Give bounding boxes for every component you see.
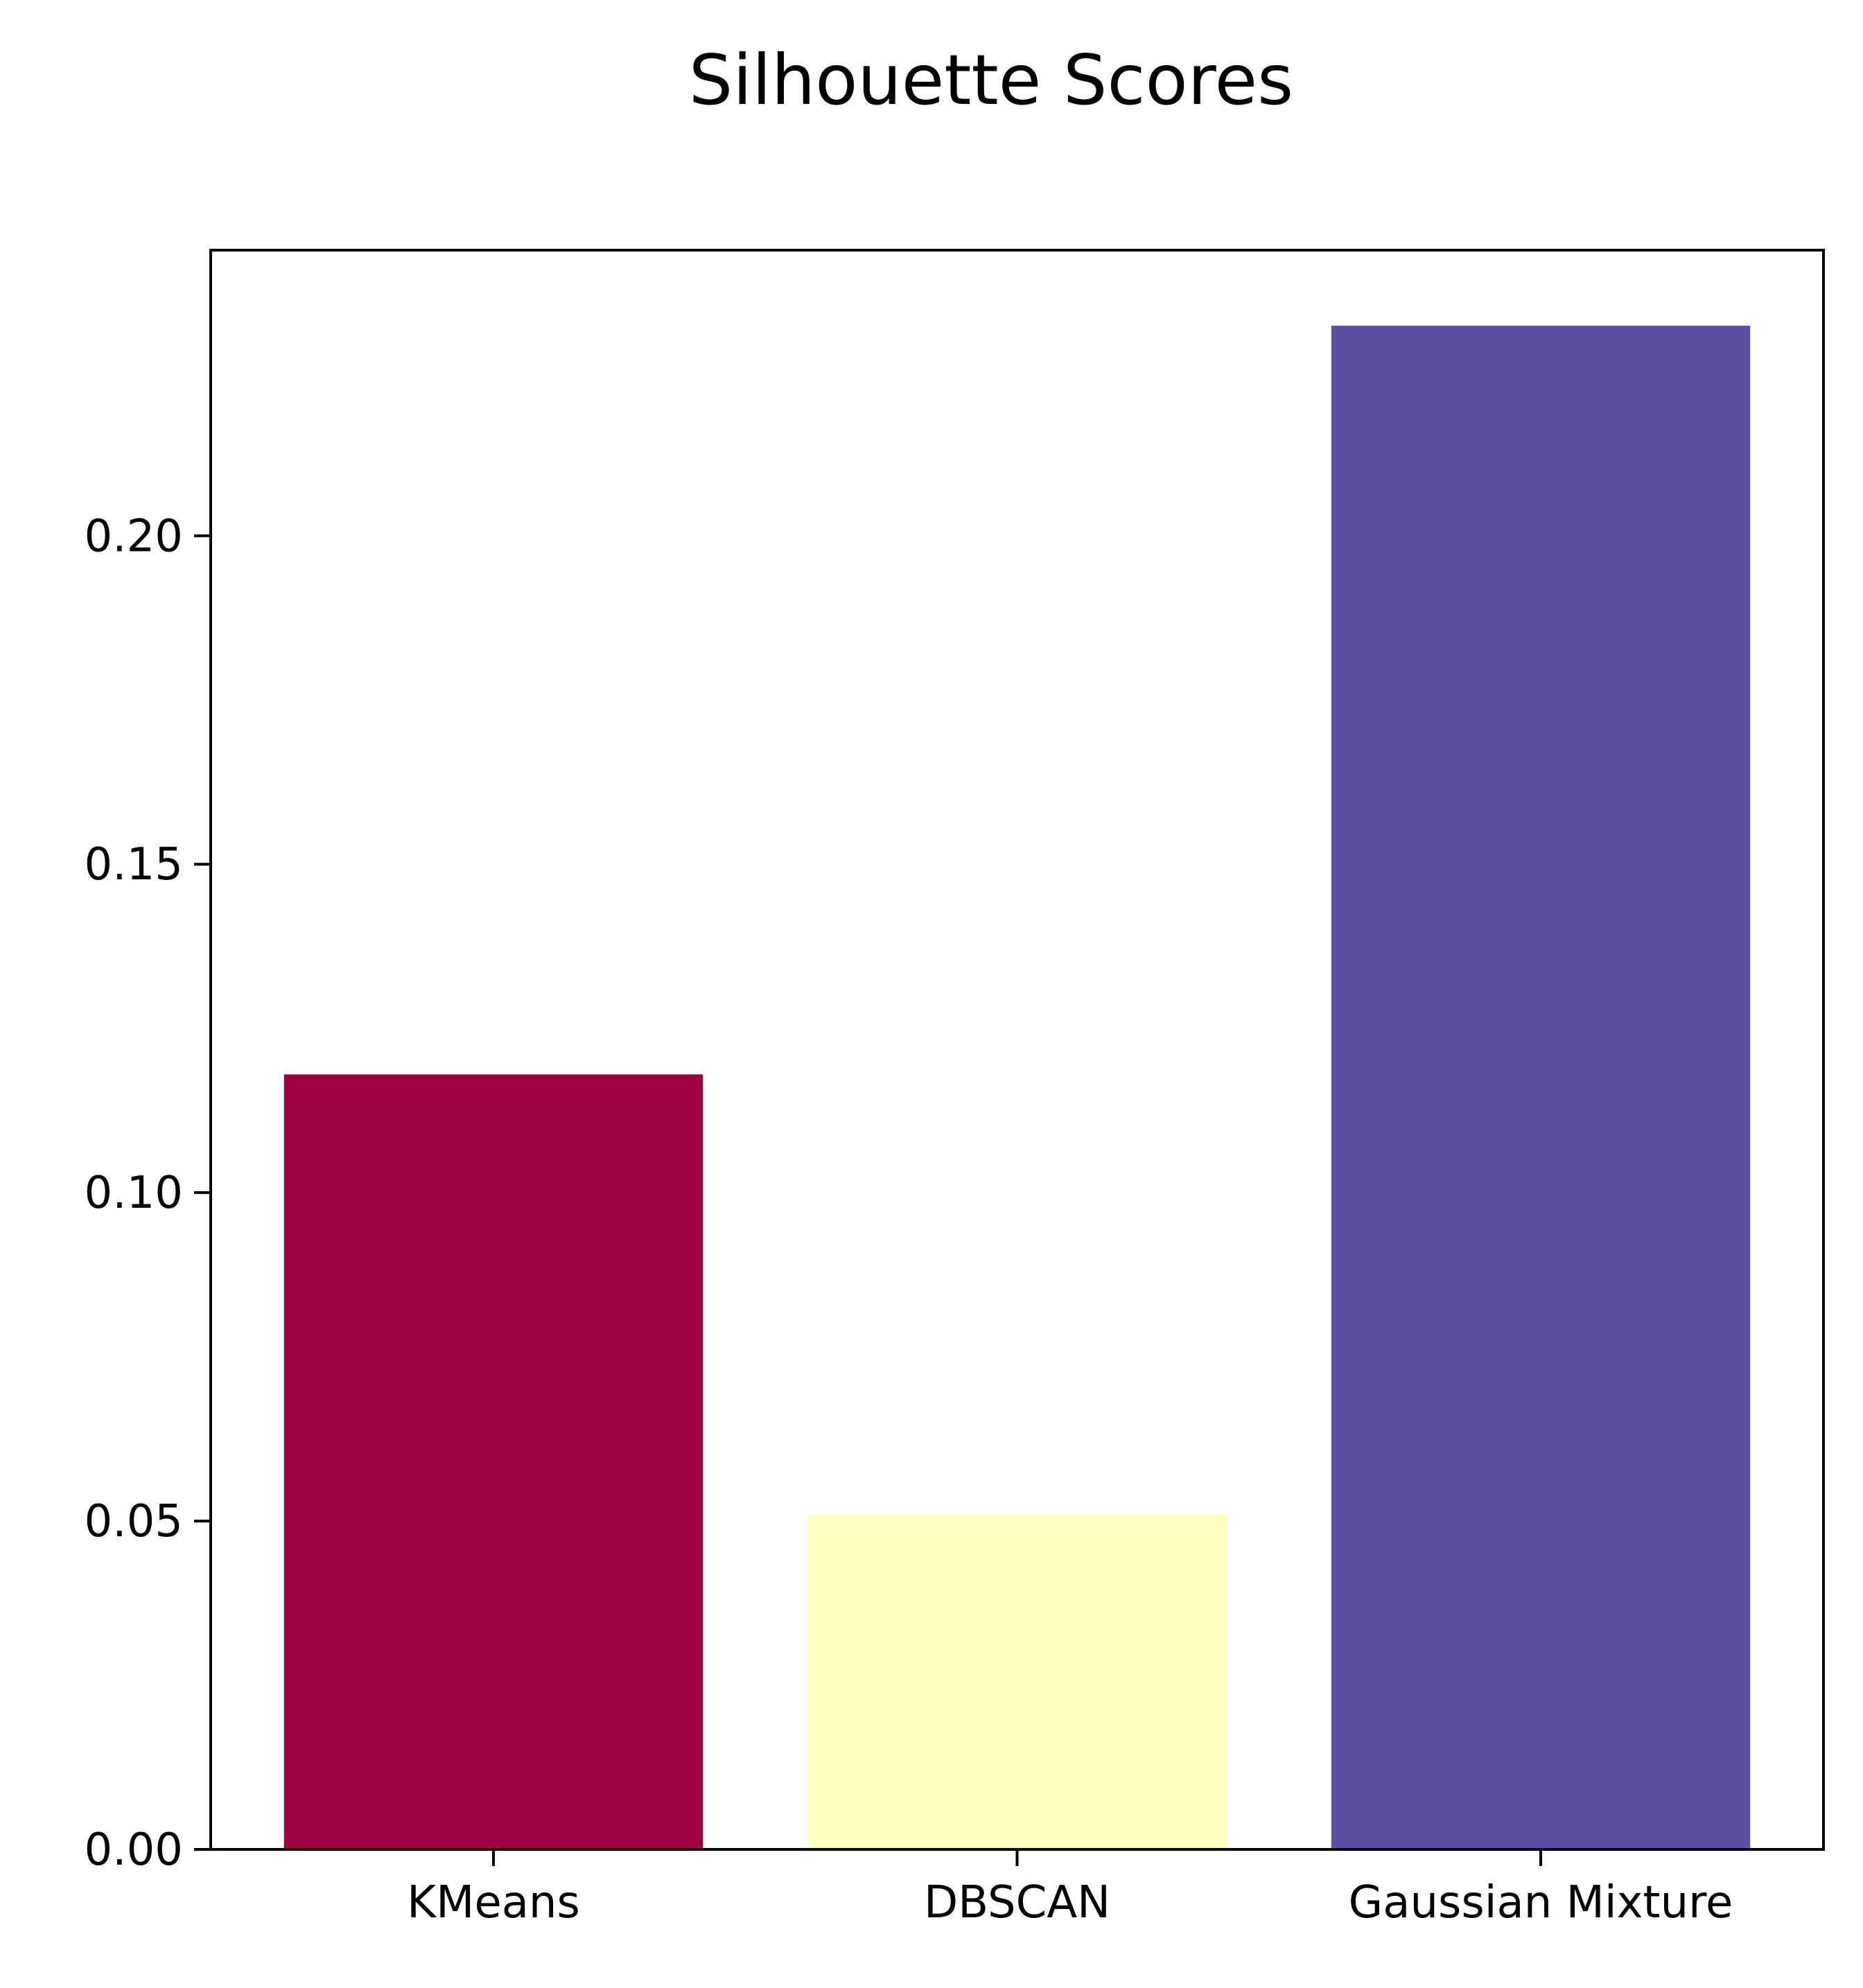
plot-frame bbox=[209, 249, 1825, 1851]
y-axis: 0.00 0.05 0.10 0.15 0.20 bbox=[85, 511, 211, 1876]
bar-dbscan bbox=[807, 1514, 1227, 1849]
y-tick-label: 0.00 bbox=[85, 1824, 184, 1876]
bar-gaussian-mixture bbox=[1331, 326, 1751, 1850]
bars-group bbox=[283, 326, 1751, 1850]
y-tick-label: 0.15 bbox=[85, 839, 184, 890]
y-tick-label: 0.10 bbox=[85, 1168, 184, 1219]
chart-title: Silhouette Scores bbox=[689, 39, 1293, 121]
x-tick-label: DBSCAN bbox=[924, 1877, 1110, 1928]
bar-kmeans bbox=[283, 1074, 703, 1849]
x-tick-label: KMeans bbox=[407, 1877, 580, 1928]
y-tick-label: 0.05 bbox=[85, 1496, 184, 1547]
x-tick-label: Gaussian Mixture bbox=[1349, 1877, 1733, 1928]
y-tick-label: 0.20 bbox=[85, 511, 184, 562]
x-axis: KMeans DBSCAN Gaussian Mixture bbox=[407, 1849, 1733, 1928]
